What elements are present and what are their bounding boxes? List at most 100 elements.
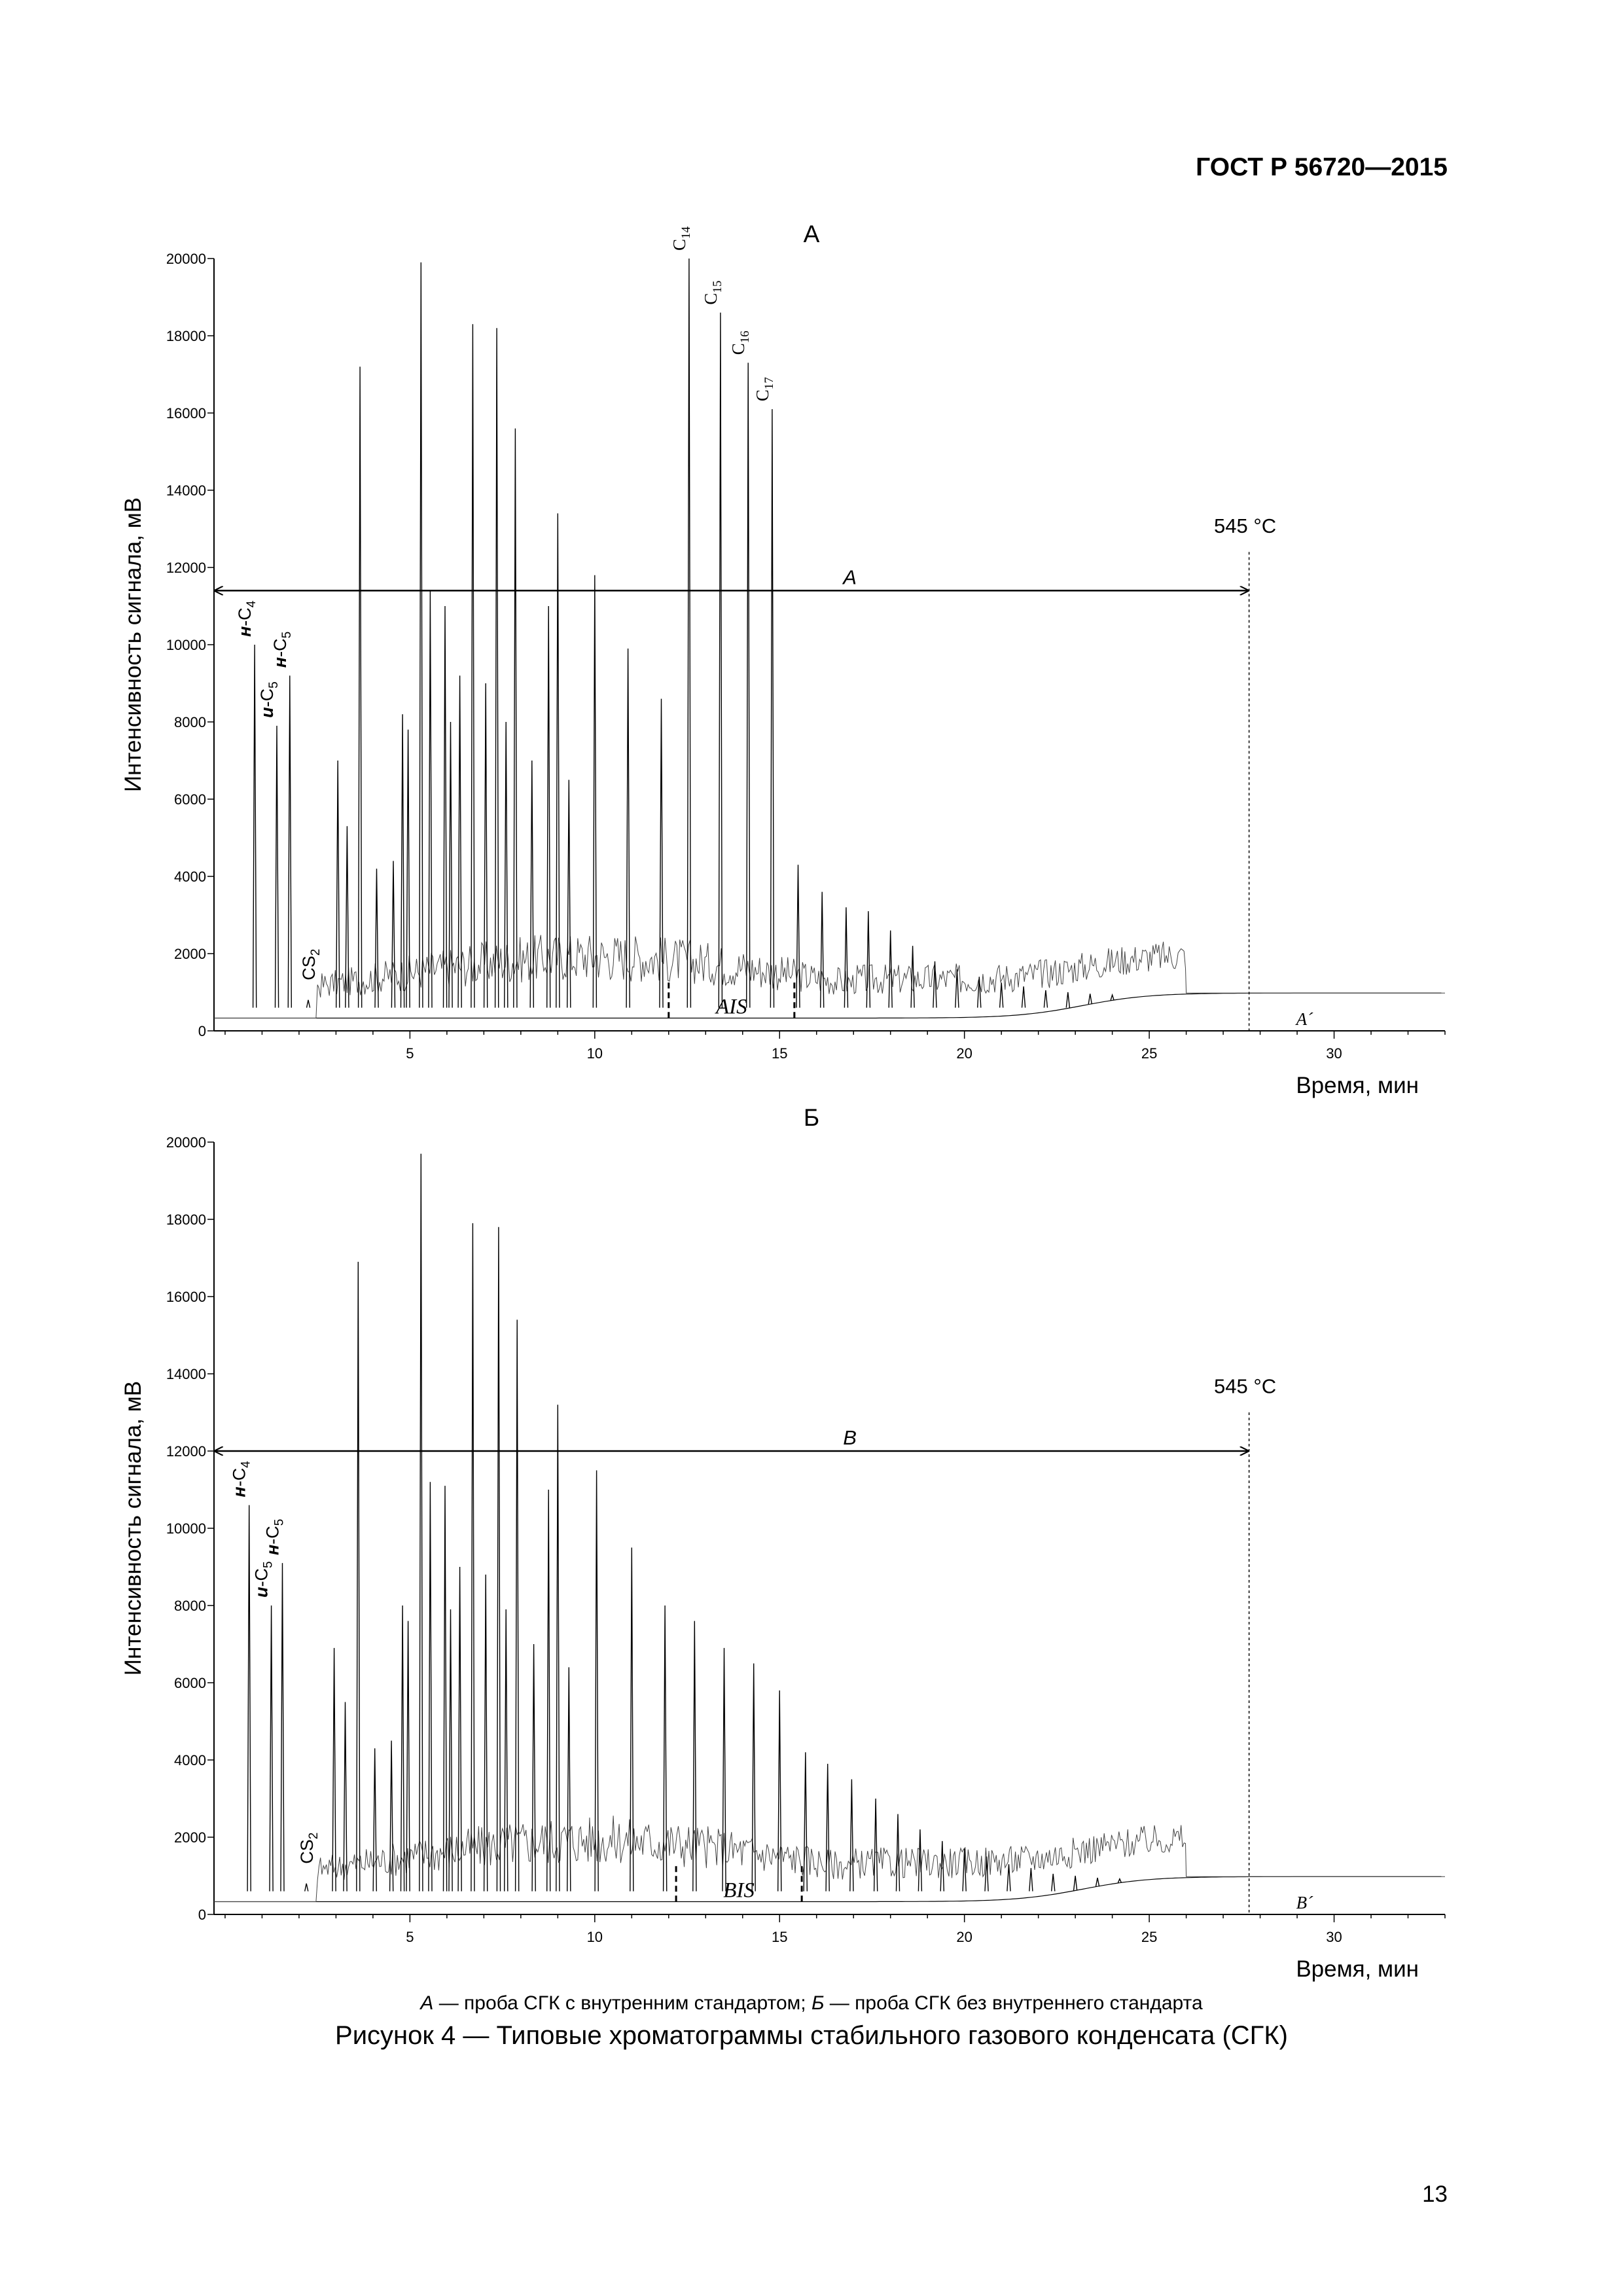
peak [692, 1621, 697, 1892]
peak [252, 644, 257, 1008]
y-tick-label: 4000 [174, 869, 206, 885]
peak [718, 312, 723, 1008]
peak [751, 1663, 756, 1892]
peak [626, 648, 630, 1008]
peak [442, 605, 448, 1008]
x-axis-label: Время, мин [1296, 1956, 1419, 1982]
y-tick-label: 14000 [166, 482, 206, 499]
y-tick-label: 18000 [166, 1211, 206, 1228]
peak [1117, 1877, 1122, 1883]
page-number: 13 [1422, 2181, 1448, 2207]
peak [247, 1505, 251, 1892]
peak [304, 1883, 309, 1892]
peak [1088, 994, 1092, 1005]
peak [274, 725, 279, 1008]
peak [940, 1840, 944, 1892]
peak [306, 999, 311, 1008]
x-tick-label: 15 [772, 1929, 787, 1945]
y-tick-label: 14000 [166, 1366, 206, 1382]
peak [1073, 1875, 1078, 1891]
peak [428, 590, 433, 1008]
peak [357, 367, 363, 1008]
y-tick-label: 16000 [166, 1289, 206, 1305]
peak [630, 1547, 634, 1892]
peak-label: CS2 [297, 1833, 321, 1864]
peak [777, 1690, 782, 1892]
peak [662, 1605, 668, 1892]
peak [372, 1748, 377, 1892]
peak-label: н-C4 [230, 1461, 253, 1498]
cutoff-label: 545 °C [1214, 514, 1276, 537]
peak [1095, 1877, 1100, 1887]
peak [556, 1405, 560, 1892]
y-tick-label: 12000 [166, 1443, 206, 1460]
x-tick-label: 20 [956, 1045, 972, 1062]
peak [332, 1647, 336, 1892]
y-tick-label: 2000 [174, 946, 206, 962]
range-label: B [843, 1426, 857, 1449]
peak [504, 721, 508, 1008]
peak [844, 907, 849, 1008]
legend-a-letter: А [420, 1992, 434, 2014]
panel-label: Б [804, 1104, 819, 1131]
x-tick-label: 25 [1141, 1045, 1157, 1062]
peak [825, 1763, 830, 1892]
y-tick-label: 10000 [166, 637, 206, 653]
peak [483, 683, 488, 1008]
peak [796, 865, 800, 1008]
baseline-label: A´ [1295, 1009, 1313, 1029]
y-tick-label: 12000 [166, 560, 206, 576]
peak [849, 1779, 854, 1892]
x-tick-label: 25 [1141, 1929, 1157, 1945]
y-tick-label: 6000 [174, 1675, 206, 1691]
x-tick-label: 5 [406, 1045, 414, 1062]
peak [1029, 1868, 1033, 1892]
peak [514, 1319, 520, 1892]
peak [1110, 993, 1115, 1001]
x-tick-label: 20 [956, 1929, 972, 1945]
peak [457, 675, 462, 1008]
peak [374, 869, 379, 1008]
peak [910, 946, 915, 1008]
peak [513, 428, 518, 1008]
y-tick-label: 18000 [166, 328, 206, 344]
panel-label: А [804, 221, 820, 247]
peak-label: C14 [669, 226, 693, 251]
peak [419, 1153, 423, 1892]
peak-label: н-C5 [263, 1519, 287, 1555]
peak [546, 605, 551, 1008]
y-tick-label: 4000 [174, 1752, 206, 1768]
integration-label: BIS [723, 1878, 755, 1902]
figure-title: Рисунок 4 — Типовые хроматограммы стабил… [335, 2021, 1288, 2050]
chromatogram-trace [214, 935, 1445, 1018]
legend-b-letter: Б [811, 1992, 825, 2014]
peak [933, 961, 937, 1008]
y-tick-label: 8000 [174, 714, 206, 730]
peak [448, 721, 453, 1008]
peak [556, 513, 560, 1008]
integration-label: AIS [715, 995, 747, 1018]
peak [269, 1605, 274, 1892]
peak [977, 977, 982, 1008]
peak-label: и-C5 [252, 1561, 276, 1598]
y-tick-label: 20000 [166, 1134, 206, 1151]
peak [448, 1609, 453, 1892]
y-tick-label: 20000 [166, 251, 206, 267]
peak [866, 911, 871, 1008]
peak [1021, 986, 1026, 1008]
peak [984, 1856, 989, 1892]
y-tick-label: 8000 [174, 1598, 206, 1614]
peak [483, 1574, 488, 1892]
peak [419, 262, 423, 1008]
peak [567, 1667, 571, 1892]
peak [770, 409, 775, 1008]
peak [442, 1486, 448, 1892]
y-tick-label: 6000 [174, 791, 206, 808]
x-tick-label: 10 [587, 1045, 603, 1062]
chart-svg: А 0 2000 4000 6000 8000 10000 12000 14000 16000 18… [120, 221, 1446, 1098]
peak [400, 714, 405, 1008]
peak [803, 1752, 808, 1892]
peak [918, 1829, 923, 1892]
y-tick-label: 10000 [166, 1520, 206, 1537]
peak [504, 1609, 508, 1892]
